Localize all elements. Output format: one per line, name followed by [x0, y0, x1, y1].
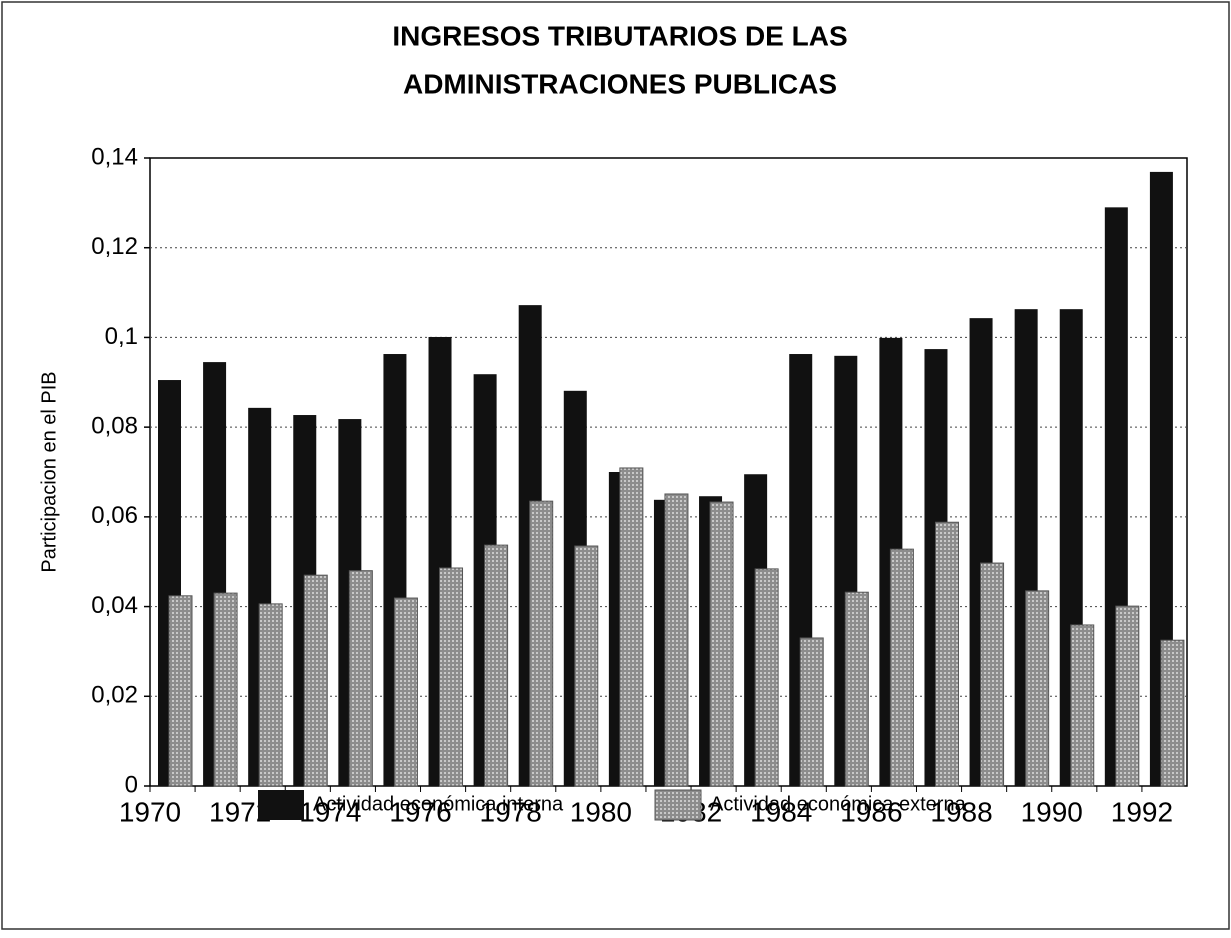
bar — [980, 562, 1005, 787]
bar — [484, 544, 509, 787]
y-tick-label: 0,06 — [91, 502, 138, 529]
chart-title: ADMINISTRACIONES PUBLICAS — [403, 68, 837, 99]
y-tick-label: 0,1 — [105, 323, 138, 350]
chart-title: INGRESOS TRIBUTARIOS DE LAS — [392, 20, 847, 51]
bar — [168, 595, 193, 787]
legend-label: Actividad económica interna — [313, 793, 564, 815]
bar — [664, 493, 689, 787]
bar — [574, 545, 599, 787]
x-tick-label: 1984 — [750, 796, 812, 827]
bar — [1160, 639, 1185, 787]
bar — [213, 592, 238, 787]
y-axis-label: Participacion en el PIB — [38, 371, 60, 572]
x-tick-label: 1980 — [570, 796, 632, 827]
x-tick-label: 1986 — [840, 796, 902, 827]
bar — [439, 567, 464, 787]
bar — [799, 637, 824, 787]
bar — [754, 568, 779, 787]
bar — [1149, 171, 1173, 787]
bar — [1025, 590, 1050, 787]
bar — [889, 548, 914, 787]
bar — [348, 570, 373, 787]
x-tick-label: 1992 — [1111, 796, 1173, 827]
x-tick-label: 1988 — [930, 796, 992, 827]
x-tick-label: 1990 — [1021, 796, 1083, 827]
legend-swatch — [654, 789, 702, 821]
x-tick-label: 1978 — [480, 796, 542, 827]
legend-swatch — [258, 790, 304, 820]
bar — [529, 500, 554, 787]
bar — [1070, 624, 1095, 787]
y-tick-label: 0,12 — [91, 233, 138, 260]
bar — [393, 597, 418, 787]
bar — [303, 574, 328, 787]
bar — [1115, 605, 1140, 787]
y-tick-label: 0 — [125, 771, 138, 798]
y-tick-label: 0,02 — [91, 682, 138, 709]
bar — [709, 501, 734, 787]
y-tick-label: 0,14 — [91, 143, 138, 170]
bar — [258, 603, 283, 787]
bar — [934, 521, 959, 787]
x-tick-label: 1970 — [119, 796, 181, 827]
x-tick-label: 1974 — [299, 796, 361, 827]
legend-label: Actividad económica externa — [710, 793, 967, 815]
x-tick-label: 1976 — [389, 796, 451, 827]
bar — [844, 591, 869, 787]
y-tick-label: 0,04 — [91, 592, 138, 619]
y-tick-label: 0,08 — [91, 412, 138, 439]
bar — [619, 467, 644, 787]
